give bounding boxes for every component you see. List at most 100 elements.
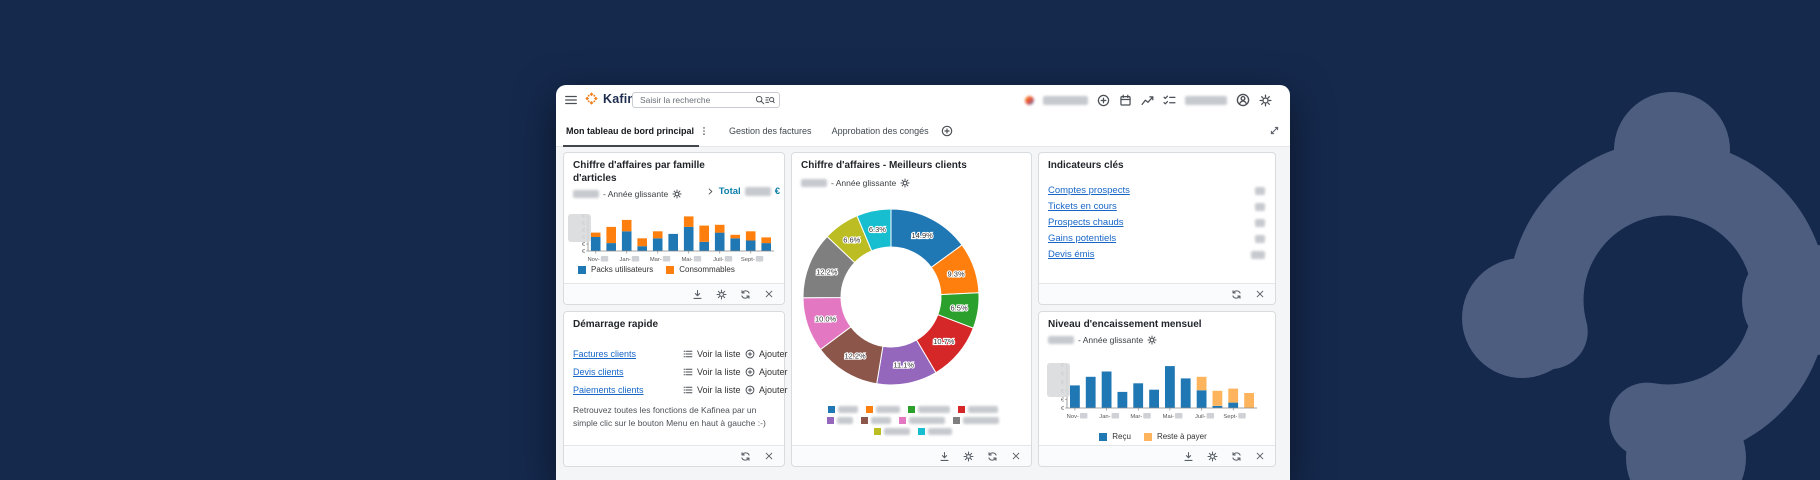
legend-swatch [666, 266, 674, 274]
theme-toggle-icon[interactable] [1259, 94, 1272, 107]
refresh-icon[interactable] [740, 289, 751, 300]
tab-approbation-des-conges[interactable]: Approbation des congés [822, 115, 939, 146]
tab-gestion-des-factures[interactable]: Gestion des factures [719, 115, 822, 146]
close-icon[interactable] [1255, 289, 1265, 299]
svg-text:Mar-: Mar- [1130, 414, 1142, 420]
add-tab-icon[interactable] [941, 125, 953, 137]
indicator-link[interactable]: Prospects chauds [1048, 217, 1124, 228]
analytics-icon[interactable] [1141, 94, 1154, 107]
download-icon[interactable] [939, 451, 950, 462]
menu-icon[interactable] [564, 93, 578, 107]
encaissement-chart[interactable]: €€€€€€Nov-Jan-Mar-Mai-Juil-Sept- [1047, 362, 1263, 431]
indicator-link[interactable]: Comptes prospects [1048, 185, 1130, 196]
legend-label: Reçu [1112, 432, 1131, 441]
close-icon[interactable] [1011, 451, 1021, 461]
svg-text:6.6%: 6.6% [843, 236, 860, 245]
ca-famille-legend: Packs utilisateurs Consommables [578, 265, 743, 274]
panel-toolbar [564, 445, 784, 466]
blurred-indicator-value [1255, 203, 1265, 211]
chevron-right-icon[interactable] [706, 187, 715, 196]
blurred-indicator-value [1255, 235, 1265, 243]
workspace-logo [1025, 96, 1034, 105]
blurred-client-name [838, 406, 858, 413]
download-icon[interactable] [1183, 451, 1194, 462]
calendar-icon[interactable] [1119, 94, 1132, 107]
quickstart-link[interactable]: Factures clients [573, 349, 636, 359]
ca-famille-chart[interactable]: €€€€€€Nov-Jan-Mar-Mai-Juil-Sept- [568, 213, 780, 270]
legend-item [861, 417, 891, 424]
legend-swatch [918, 428, 925, 435]
legend-item [953, 417, 999, 424]
panel-settings-icon[interactable] [672, 189, 682, 199]
close-icon[interactable] [764, 451, 774, 461]
download-icon[interactable] [692, 289, 703, 300]
legend-item [828, 406, 858, 413]
svg-text:Sept-: Sept- [741, 257, 755, 263]
add-button[interactable]: Ajouter [745, 367, 788, 377]
panel-toolbar [1039, 283, 1275, 304]
tab-mon-tableau-de-bord[interactable]: Mon tableau de bord principal [564, 115, 719, 146]
advanced-search-icon[interactable] [765, 95, 775, 105]
svg-text:6.5%: 6.5% [951, 303, 968, 312]
add-button[interactable]: Ajouter [745, 385, 788, 395]
svg-text:Jan-: Jan- [1099, 414, 1110, 420]
legend-item [918, 428, 952, 435]
legend-swatch [1099, 433, 1107, 441]
add-label: Ajouter [759, 385, 788, 395]
close-icon[interactable] [764, 289, 774, 299]
panel-settings-icon[interactable] [1147, 335, 1157, 345]
period-label: - Année glissante [831, 178, 896, 188]
tab-label: Gestion des factures [729, 126, 812, 136]
blurred-client-name [876, 406, 900, 413]
blurred-client-name [884, 428, 910, 435]
panel-settings-icon[interactable] [900, 178, 910, 188]
clients-legend [800, 406, 1025, 435]
refresh-icon[interactable] [740, 451, 751, 462]
account-icon[interactable] [1236, 93, 1250, 107]
refresh-icon[interactable] [1231, 289, 1242, 300]
close-icon[interactable] [1255, 451, 1265, 461]
refresh-icon[interactable] [987, 451, 998, 462]
settings-icon[interactable] [1207, 451, 1218, 462]
svg-text:€: € [1061, 397, 1064, 403]
legend-swatch [874, 428, 881, 435]
tab-options-icon[interactable] [699, 126, 709, 136]
quickstart-link[interactable]: Devis clients [573, 367, 624, 377]
settings-icon[interactable] [963, 451, 974, 462]
tasks-icon[interactable] [1163, 94, 1176, 107]
encaissement-legend: Reçu Reste à payer [1039, 432, 1275, 441]
period-label: - Année glissante [603, 189, 668, 199]
clients-donut[interactable]: 14.9%9.3%6.5%10.7%11.1%12.2%10.0%12.2%6.… [792, 205, 1033, 406]
legend-item [958, 406, 998, 413]
blurred-period-prefix [1048, 336, 1074, 344]
svg-text:11.1%: 11.1% [893, 360, 914, 369]
indicator-link[interactable]: Gains potentiels [1048, 233, 1116, 244]
view-list-button[interactable]: Voir la liste [683, 385, 741, 395]
svg-text:Mar-: Mar- [650, 257, 662, 263]
search-icon[interactable] [755, 95, 765, 105]
quick-add-icon[interactable] [1097, 94, 1110, 107]
period-label: - Année glissante [1078, 335, 1143, 345]
legend-swatch [958, 406, 965, 413]
search-box [632, 92, 780, 108]
legend-swatch [908, 406, 915, 413]
plus-circle-icon [745, 385, 755, 395]
settings-icon[interactable] [716, 289, 727, 300]
expand-dashboard-icon[interactable] [1269, 125, 1280, 136]
quickstart-link[interactable]: Paiements clients [573, 385, 644, 395]
svg-text:Juil-: Juil- [1195, 414, 1206, 420]
panel-toolbar [792, 445, 1031, 466]
add-button[interactable]: Ajouter [745, 349, 788, 359]
indicator-row: Devis émis [1048, 249, 1265, 260]
view-list-label: Voir la liste [697, 385, 741, 395]
panel-title: Chiffre d'affaires par famille d'article… [573, 160, 738, 185]
view-list-button[interactable]: Voir la liste [683, 367, 741, 377]
view-list-button[interactable]: Voir la liste [683, 349, 741, 359]
search-input[interactable] [640, 95, 755, 105]
refresh-icon[interactable] [1231, 451, 1242, 462]
indicator-link[interactable]: Devis émis [1048, 249, 1094, 260]
indicator-link[interactable]: Tickets en cours [1048, 201, 1117, 212]
blurred-indicator-value [1251, 251, 1265, 259]
legend-swatch [1144, 433, 1152, 441]
panel-title: Démarrage rapide [573, 319, 658, 332]
